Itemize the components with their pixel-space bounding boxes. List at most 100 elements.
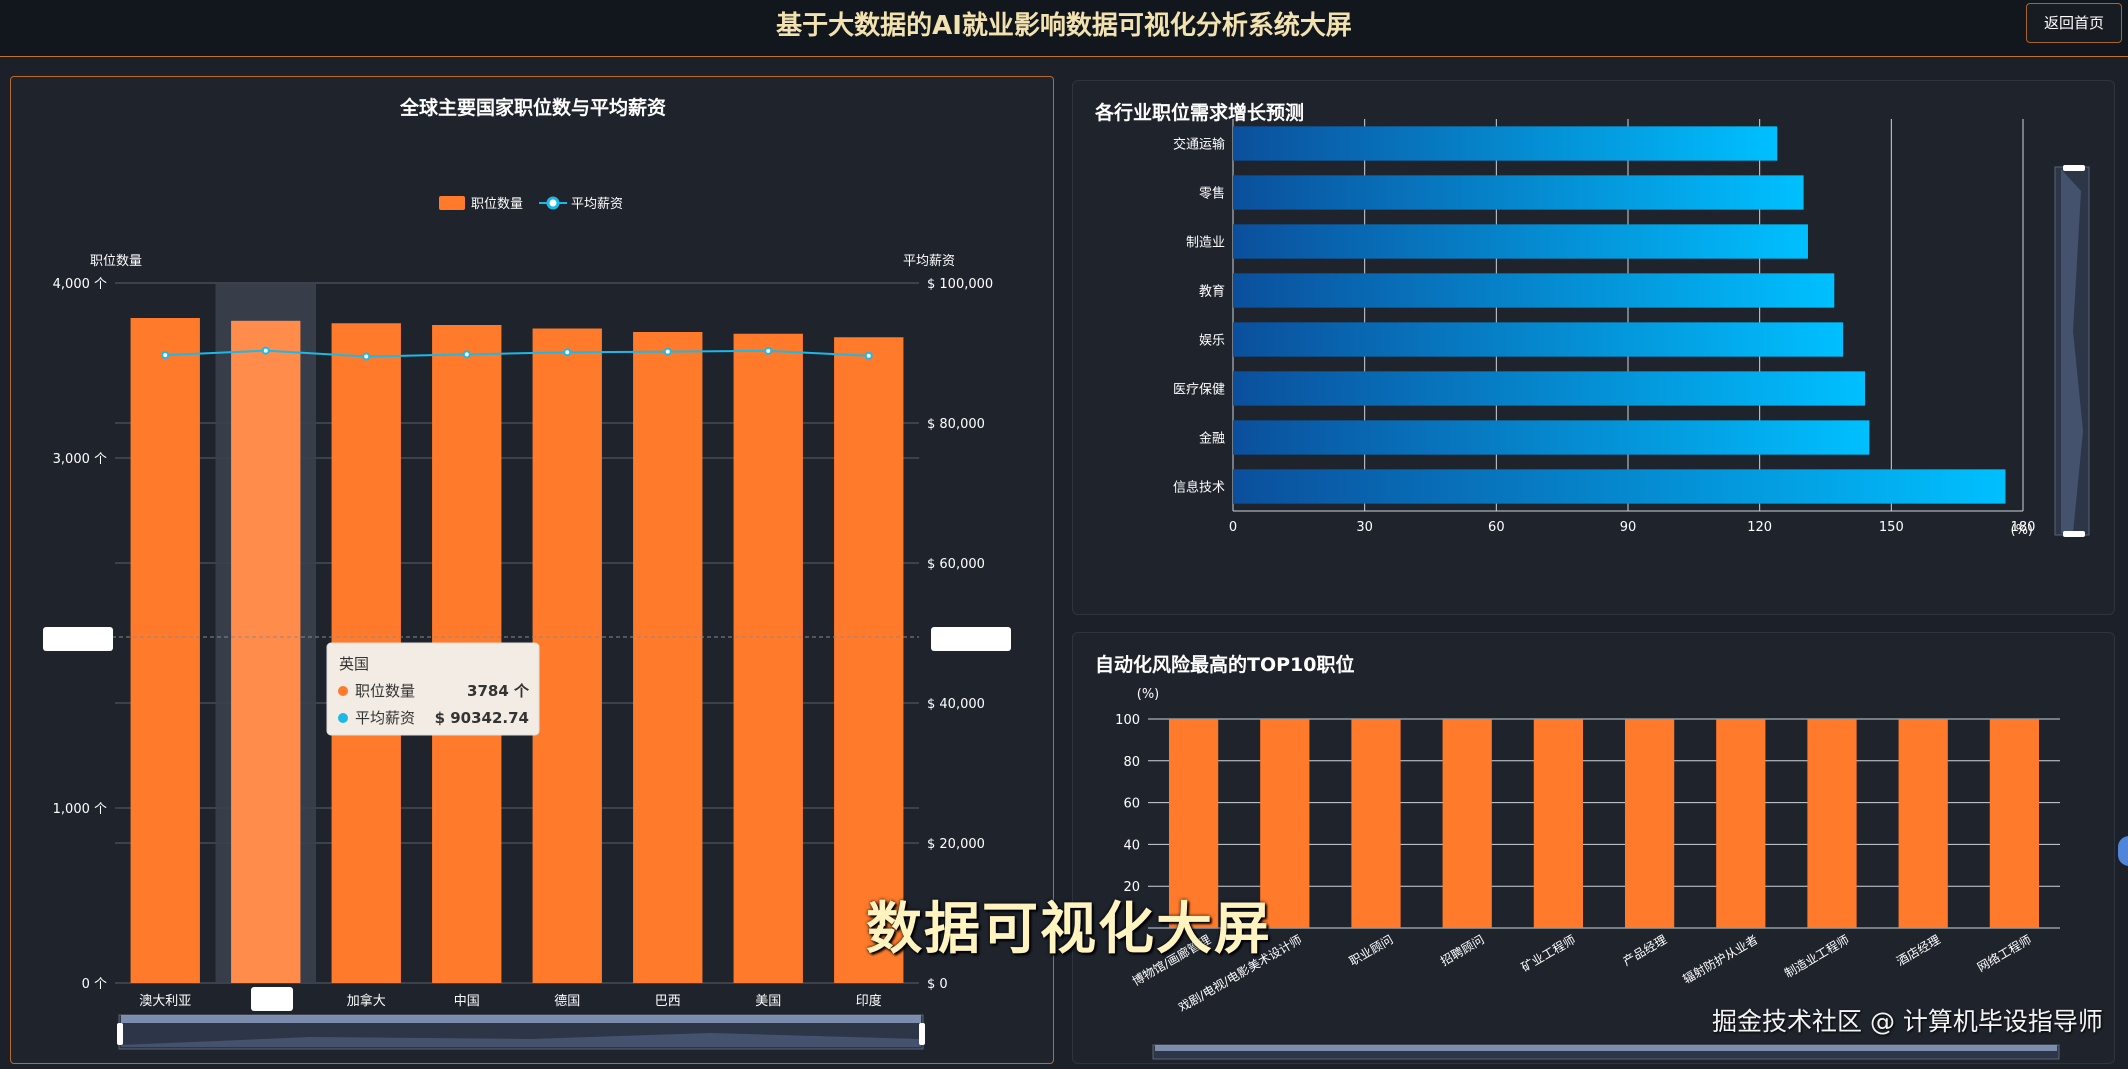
y2-tick-label: $ 20,000 xyxy=(927,837,985,852)
line-series-salary xyxy=(161,346,873,361)
axis-pointer-label-x xyxy=(251,987,293,1011)
bar-印度 xyxy=(834,337,904,983)
x-tick-label: 产品经理 xyxy=(1621,932,1670,968)
x-tick-label: 180 xyxy=(2011,520,2036,535)
video-caption: 数据可视化大屏 xyxy=(866,897,1272,962)
country-jobs-salary-panel: 全球主要国家职位数与平均薪资 职位数量 平均薪资 职位数量 平均薪资 0 个 1,… xyxy=(10,76,1054,1064)
y-tick-label: 80 xyxy=(1123,755,1140,770)
x-tick-label: 招聘顾问 xyxy=(1438,932,1487,968)
data-zoom-selection[interactable] xyxy=(1155,1045,2057,1051)
data-zoom-selection[interactable] xyxy=(121,1015,921,1023)
x-tick-label: 加拿大 xyxy=(347,993,386,1009)
chart-title: 各行业职位需求增长预测 xyxy=(1094,101,1304,124)
x-tick-label: 90 xyxy=(1620,520,1637,535)
tooltip-value-salary: $ 90342.74 xyxy=(435,709,529,727)
industry-growth-chart: 各行业职位需求增长预测 信息技术 金融 医疗保健 娱乐 教育 制造业 零售 交通运输 0 30 6… xyxy=(1094,101,2090,538)
x-tick-label: 150 xyxy=(1879,520,1904,535)
x-tick-label: 酒店经理 xyxy=(1894,932,1943,968)
y-tick-label: 金融 xyxy=(1199,431,1225,447)
data-zoom-handle-left[interactable] xyxy=(117,1023,123,1045)
salary-point-中国 xyxy=(462,350,471,359)
bar-医疗保健 xyxy=(1233,371,1865,406)
x-tick-label: 辐射防护从业者 xyxy=(1680,932,1760,987)
salary-point-英国 xyxy=(261,346,270,355)
legend-swatch-jobs[interactable] xyxy=(439,196,465,210)
country-jobs-salary-chart: 全球主要国家职位数与平均薪资 职位数量 平均薪资 职位数量 平均薪资 0 个 1,… xyxy=(43,96,1011,1050)
salary-point-美国 xyxy=(764,346,773,355)
legend: 职位数量 平均薪资 xyxy=(439,196,623,212)
bar-产品经理 xyxy=(1624,719,1675,928)
y-axis-right-ticks: $ 0 $ 20,000 $ 40,000 $ 60,000 $ 80,000 $ 100… xyxy=(927,277,993,992)
axis-pointer-label-right xyxy=(931,627,1011,651)
tooltip-marker-salary xyxy=(338,713,348,723)
salary-point-巴西 xyxy=(663,347,672,356)
data-zoom-handle-right[interactable] xyxy=(919,1023,925,1045)
y-tick-label: 教育 xyxy=(1199,284,1225,300)
tooltip-title: 英国 xyxy=(339,655,369,673)
bar-信息技术 xyxy=(1233,469,2006,504)
bar-series-risk xyxy=(1168,719,2040,928)
automation-risk-panel: 自动化风险最高的TOP10职位 (%) 20 40 60 80 100 博物馆/画廊管理… xyxy=(1072,632,2115,1064)
y-axis-title-right: 平均薪资 xyxy=(903,254,955,269)
vertical-data-zoom[interactable] xyxy=(2054,165,2090,537)
y2-tick-label: $ 80,000 xyxy=(927,417,985,432)
y-tick-label: 60 xyxy=(1123,797,1140,812)
bar-零售 xyxy=(1233,175,1804,210)
bar-博物馆/画廊管理 xyxy=(1168,719,1219,928)
y-axis-labels: 信息技术 金融 医疗保健 娱乐 教育 制造业 零售 交通运输 xyxy=(1173,137,1225,496)
bar-教育 xyxy=(1233,273,1835,308)
bar-德国 xyxy=(532,328,602,983)
x-tick-label: 120 xyxy=(1747,520,1772,535)
bar-娱乐 xyxy=(1233,322,1844,357)
header-bar: 基于大数据的AI就业影响数据可视化分析系统大屏 返回首页 xyxy=(0,0,2128,57)
bar-澳大利亚 xyxy=(130,318,200,983)
bar-制造业工程师 xyxy=(1807,719,1857,928)
bar-交通运输 xyxy=(1233,126,1778,161)
bar-巴西 xyxy=(633,332,703,983)
axis-pointer-label-left xyxy=(43,627,113,651)
x-tick-label: 网络工程师 xyxy=(1974,932,2033,975)
y-axis-unit: (%) xyxy=(1137,687,1160,702)
legend-swatch-salary-dot[interactable] xyxy=(546,196,560,210)
bar-招聘顾问 xyxy=(1442,719,1492,928)
y-tick-label: 交通运输 xyxy=(1173,137,1225,153)
legend-label-jobs[interactable]: 职位数量 xyxy=(471,197,523,212)
tooltip-label-salary: 平均薪资 xyxy=(355,709,415,727)
y2-tick-label: $ 40,000 xyxy=(927,697,985,712)
bar-制造业 xyxy=(1233,224,1808,259)
y2-tick-label: $ 0 xyxy=(927,977,948,992)
industry-growth-panel: 各行业职位需求增长预测 信息技术 金融 医疗保健 娱乐 教育 制造业 零售 交通运输 0 30 6… xyxy=(1072,80,2115,615)
y-tick-label: 制造业 xyxy=(1186,236,1225,251)
floating-side-button[interactable] xyxy=(2118,836,2128,866)
y-axis-ticks: 20 40 60 80 100 xyxy=(1115,713,1140,895)
y-tick-label: 医疗保健 xyxy=(1173,383,1225,398)
y2-tick-label: $ 60,000 xyxy=(927,557,985,572)
vertical-zoom-handle-bottom[interactable] xyxy=(2063,531,2085,537)
y-tick-label: 3,000 个 xyxy=(53,452,107,467)
x-tick-label: 中国 xyxy=(454,994,480,1009)
x-tick-label: 0 xyxy=(1229,520,1237,535)
bar-金融 xyxy=(1233,420,1870,455)
bar-矿业工程师 xyxy=(1533,719,1584,928)
vertical-zoom-handle-top[interactable] xyxy=(2063,165,2085,171)
y-tick-label: 40 xyxy=(1123,838,1140,853)
page-title: 基于大数据的AI就业影响数据可视化分析系统大屏 xyxy=(776,11,1352,41)
salary-point-澳大利亚 xyxy=(161,351,170,360)
chart-title: 自动化风险最高的TOP10职位 xyxy=(1095,653,1354,676)
tooltip-value-jobs: 3784 个 xyxy=(467,682,530,700)
bar-series-growth xyxy=(1233,126,2006,504)
salary-point-加拿大 xyxy=(362,352,371,361)
data-zoom-slider[interactable] xyxy=(1152,1044,2060,1060)
y-tick-label: 20 xyxy=(1123,880,1140,895)
y-tick-label: 1,000 个 xyxy=(53,802,107,817)
y-tick-label: 零售 xyxy=(1199,186,1225,202)
x-tick-label: 矿业工程师 xyxy=(1518,932,1577,975)
x-tick-label: 30 xyxy=(1356,520,1373,535)
x-tick-label: 60 xyxy=(1488,520,1505,535)
data-zoom-slider[interactable] xyxy=(117,1014,925,1050)
legend-label-salary[interactable]: 平均薪资 xyxy=(571,197,623,212)
y2-tick-label: $ 100,000 xyxy=(927,277,993,292)
home-button[interactable]: 返回首页 xyxy=(2026,3,2122,43)
bar-辐射防护从业者 xyxy=(1716,719,1766,928)
bar-英国 xyxy=(231,320,301,983)
